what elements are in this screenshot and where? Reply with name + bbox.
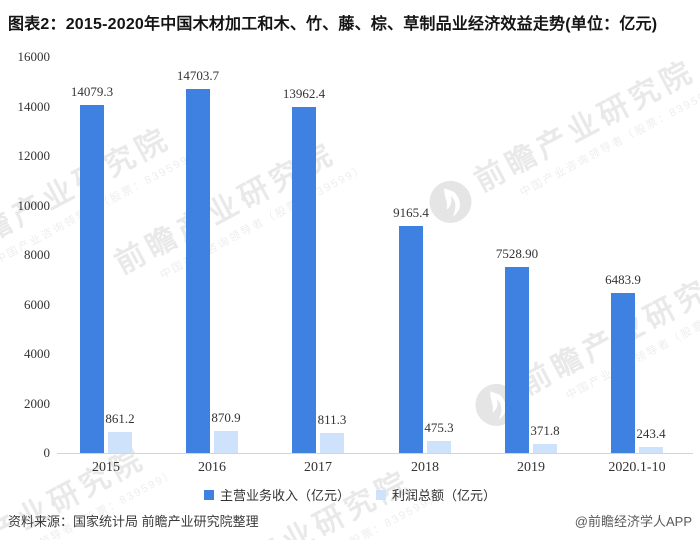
profit-bar-2018	[427, 441, 451, 453]
y-axis-label: 4000	[24, 346, 50, 361]
revenue-value-label-2017: 13962.4	[282, 86, 326, 102]
legend-item-profit: 利润总额（亿元）	[376, 485, 496, 504]
x-axis-label-2016: 2016	[198, 460, 226, 475]
x-axis-label-2017: 2017	[304, 460, 332, 475]
y-axis-label: 8000	[24, 247, 50, 262]
credit-text: @前瞻经济学人APP	[574, 514, 692, 529]
profit-value-label-2015: 861.2	[105, 410, 135, 426]
revenue-bar-2016	[186, 89, 210, 453]
footer: 资料来源：国家统计局 前瞻产业研究院整理 @前瞻经济学人APP	[0, 511, 700, 530]
legend: 主营业务收入（亿元） 利润总额（亿元）	[0, 485, 700, 504]
watermark: 前瞻产业研究院中国产业咨询领导者（股票：839599）	[417, 37, 700, 241]
profit-value-label-2018: 475.3	[424, 420, 454, 436]
watermark-brand: 前瞻产业研究院	[109, 136, 342, 281]
profit-bar-2019	[533, 443, 557, 453]
watermark-brand: 前瞻产业研究院	[469, 54, 700, 199]
y-axis-label: 2000	[24, 395, 50, 411]
profit-value-label-2017: 811.3	[317, 411, 347, 427]
revenue-bar-2020.1-10	[611, 292, 635, 453]
revenue-value-label-2015: 14079.3	[70, 83, 114, 99]
x-axis-line	[57, 453, 693, 454]
profit-value-label-2020.1-10: 243.4	[636, 425, 666, 441]
revenue-value-label-2019: 7528.90	[495, 245, 539, 261]
revenue-value-label-2018: 9165.4	[393, 205, 429, 221]
y-axis-label: 12000	[17, 148, 51, 163]
chart-title: 图表2：2015-2020年中国木材加工和木、竹、藤、棕、草制品业经济效益走势(…	[8, 16, 658, 33]
x-axis-label-2019: 2019	[517, 460, 545, 475]
profit-value-label-2016: 870.9	[211, 410, 241, 426]
revenue-swatch-icon	[203, 489, 214, 500]
profit-bar-2015	[108, 431, 132, 453]
revenue-bar-2017	[292, 107, 316, 453]
pj-bird-logo-icon	[420, 172, 482, 236]
revenue-bar-2015	[80, 104, 104, 453]
watermark-texts: 前瞻产业研究院中国产业咨询领导者（股票：839599）	[465, 37, 700, 216]
profit-bar-2020.1-10	[639, 446, 663, 453]
profit-value-label-2019: 371.8	[530, 422, 560, 438]
y-axis-label: 6000	[24, 296, 50, 312]
data-source-text: 资料来源：国家统计局 前瞻产业研究院整理	[8, 514, 259, 529]
y-axis-label: 0	[43, 445, 51, 460]
y-axis-label: 14000	[17, 98, 51, 114]
revenue-bar-2018	[399, 226, 423, 453]
profit-bar-2017	[320, 432, 344, 453]
legend-label-profit: 利润总额（亿元）	[392, 488, 497, 503]
revenue-value-label-2016: 14703.7	[176, 68, 220, 84]
y-axis-label: 16000	[17, 49, 51, 64]
x-axis-label-2018: 2018	[411, 460, 439, 475]
profit-swatch-icon	[376, 489, 386, 500]
legend-item-revenue: 主营业务收入（亿元）	[203, 485, 350, 504]
y-axis-label: 10000	[17, 197, 51, 213]
revenue-value-label-2020.1-10: 6483.9	[605, 271, 641, 287]
watermark-brand: 前瞻产业研究院	[515, 257, 700, 402]
x-axis-label-2020.1-10: 2020.1-10	[608, 460, 666, 475]
watermark: 前瞻产业研究院中国产业咨询领导者（股票：839599）	[105, 119, 368, 298]
legend-label-revenue: 主营业务收入（亿元）	[219, 488, 350, 503]
x-axis-label-2015: 2015	[92, 460, 120, 475]
revenue-bar-2019	[505, 266, 529, 453]
watermark-texts: 前瞻产业研究院中国产业咨询领导者（股票：839599）	[105, 119, 368, 298]
watermark-tagline: 中国产业咨询领导者（股票：839599）	[518, 80, 700, 200]
profit-bar-2016	[214, 431, 238, 453]
